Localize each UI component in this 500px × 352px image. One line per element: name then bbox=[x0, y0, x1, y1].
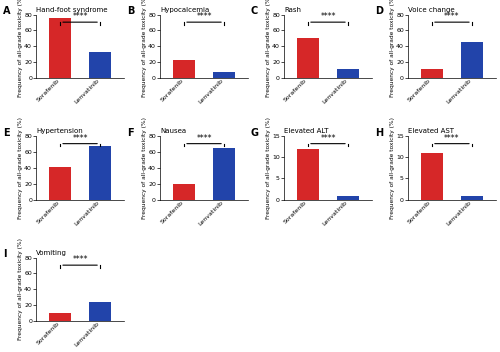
Text: Hypocalcemia: Hypocalcemia bbox=[160, 7, 210, 13]
Bar bbox=[89, 302, 111, 321]
Y-axis label: Frequency of all-grade toxicity (%): Frequency of all-grade toxicity (%) bbox=[142, 0, 146, 97]
Bar bbox=[49, 313, 71, 321]
Text: B: B bbox=[127, 6, 134, 16]
Bar bbox=[461, 196, 483, 200]
Text: Voice change: Voice change bbox=[408, 7, 455, 13]
Y-axis label: Frequency of all-grade toxicity (%): Frequency of all-grade toxicity (%) bbox=[390, 0, 394, 97]
Text: F: F bbox=[127, 128, 134, 138]
Y-axis label: Frequency of all-grade toxicity (%): Frequency of all-grade toxicity (%) bbox=[266, 117, 271, 219]
Text: ****: **** bbox=[196, 134, 212, 143]
Bar bbox=[49, 18, 71, 78]
Bar bbox=[421, 153, 443, 200]
Text: E: E bbox=[3, 128, 10, 138]
Y-axis label: Frequency of all-grade toxicity (%): Frequency of all-grade toxicity (%) bbox=[390, 117, 394, 219]
Text: A: A bbox=[3, 6, 10, 16]
Bar bbox=[213, 72, 235, 78]
Bar bbox=[89, 52, 111, 78]
Text: D: D bbox=[374, 6, 382, 16]
Text: Elevated AST: Elevated AST bbox=[408, 128, 454, 134]
Text: Vomiting: Vomiting bbox=[36, 250, 67, 256]
Text: Elevated ALT: Elevated ALT bbox=[284, 128, 329, 134]
Text: ****: **** bbox=[72, 255, 88, 264]
Text: ****: **** bbox=[444, 134, 460, 143]
Text: Hand-foot syndrome: Hand-foot syndrome bbox=[36, 7, 108, 13]
Text: C: C bbox=[250, 6, 258, 16]
Bar bbox=[337, 196, 359, 200]
Y-axis label: Frequency of all-grade toxicity (%): Frequency of all-grade toxicity (%) bbox=[18, 117, 22, 219]
Bar bbox=[213, 148, 235, 200]
Bar bbox=[421, 69, 443, 78]
Text: H: H bbox=[374, 128, 383, 138]
Text: Nausea: Nausea bbox=[160, 128, 186, 134]
Bar bbox=[297, 149, 319, 200]
Text: ****: **** bbox=[72, 12, 88, 21]
Text: G: G bbox=[250, 128, 258, 138]
Text: Hypertension: Hypertension bbox=[36, 128, 83, 134]
Bar bbox=[297, 38, 319, 78]
Text: ****: **** bbox=[320, 134, 336, 143]
Bar bbox=[337, 69, 359, 78]
Text: ****: **** bbox=[72, 134, 88, 143]
Y-axis label: Frequency of all-grade toxicity (%): Frequency of all-grade toxicity (%) bbox=[18, 238, 22, 340]
Bar bbox=[173, 60, 195, 78]
Text: Rash: Rash bbox=[284, 7, 301, 13]
Bar bbox=[89, 146, 111, 200]
Y-axis label: Frequency of all-grade toxicity (%): Frequency of all-grade toxicity (%) bbox=[266, 0, 270, 97]
Bar bbox=[173, 184, 195, 200]
Text: I: I bbox=[3, 249, 6, 259]
Text: ****: **** bbox=[444, 12, 460, 21]
Text: ****: **** bbox=[320, 12, 336, 21]
Y-axis label: Frequency of all-grade toxicity (%): Frequency of all-grade toxicity (%) bbox=[142, 117, 146, 219]
Y-axis label: Frequency of all-grade toxicity (%): Frequency of all-grade toxicity (%) bbox=[18, 0, 22, 97]
Bar bbox=[461, 42, 483, 78]
Text: ****: **** bbox=[196, 12, 212, 21]
Bar bbox=[49, 167, 71, 200]
